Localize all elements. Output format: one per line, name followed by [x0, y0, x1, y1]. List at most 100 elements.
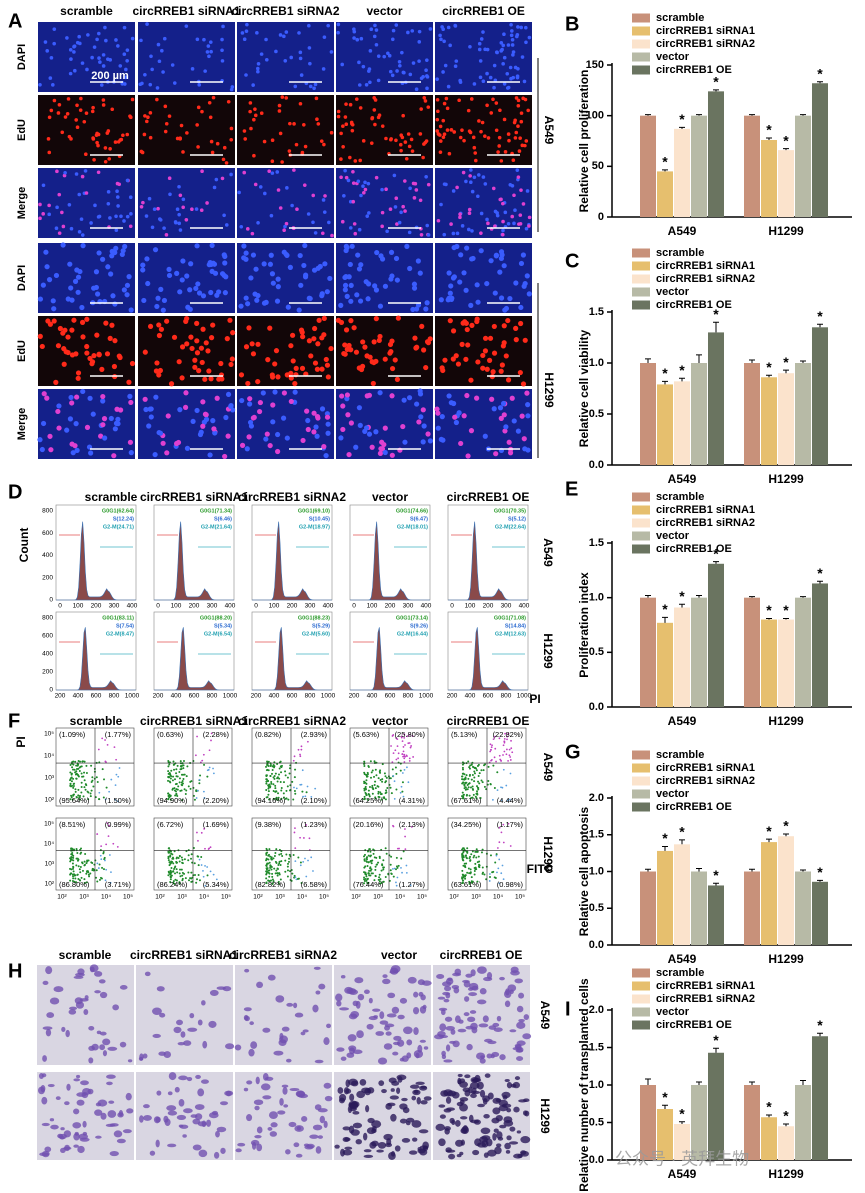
cell — [279, 1097, 284, 1106]
event — [401, 772, 404, 774]
cell — [192, 364, 198, 370]
cell — [392, 1051, 399, 1056]
cell — [115, 189, 119, 194]
cell — [514, 96, 519, 100]
cell — [94, 971, 103, 977]
cell — [357, 83, 362, 87]
event — [84, 788, 87, 791]
cell — [207, 101, 212, 105]
event — [71, 798, 74, 801]
event — [90, 764, 93, 767]
event — [173, 787, 176, 790]
cell — [381, 1089, 387, 1094]
cell — [417, 270, 423, 276]
bar — [761, 377, 777, 465]
cell — [391, 1080, 400, 1086]
cell — [107, 1110, 117, 1118]
cell — [284, 435, 290, 441]
cell — [501, 219, 505, 224]
plot-frame — [55, 611, 137, 691]
event — [507, 822, 510, 825]
cell — [339, 131, 343, 136]
cell — [66, 1083, 71, 1091]
cell — [499, 159, 504, 163]
cell — [481, 30, 485, 34]
cell — [458, 252, 464, 258]
bar — [691, 1085, 707, 1160]
event — [72, 783, 75, 786]
cell — [323, 356, 329, 363]
event — [202, 790, 205, 793]
cell — [55, 1096, 61, 1101]
cell — [513, 337, 519, 343]
cell — [355, 252, 361, 258]
cell — [469, 168, 473, 172]
cell — [96, 132, 101, 137]
legend-label: scramble — [656, 967, 704, 979]
event — [365, 875, 368, 878]
event — [485, 788, 488, 791]
cell — [292, 122, 296, 126]
cell — [493, 224, 497, 228]
cell — [482, 433, 488, 439]
cell — [465, 973, 473, 978]
cell — [251, 1141, 257, 1150]
cell — [220, 59, 225, 63]
cell — [322, 142, 326, 147]
cell — [180, 258, 186, 264]
event — [367, 872, 370, 875]
cell — [313, 966, 321, 970]
cell — [177, 289, 183, 295]
cell — [57, 231, 62, 235]
cell — [102, 1038, 111, 1046]
cell — [315, 1146, 322, 1154]
event — [288, 789, 291, 792]
event — [95, 869, 98, 872]
event — [80, 876, 83, 879]
bar — [708, 885, 724, 945]
event — [179, 875, 182, 878]
cell — [47, 115, 52, 120]
event — [367, 793, 370, 796]
event — [473, 780, 476, 783]
cell — [379, 446, 386, 452]
event — [381, 778, 384, 781]
cell — [504, 1142, 511, 1150]
event — [369, 867, 372, 870]
cell — [183, 1040, 192, 1046]
cell — [469, 322, 475, 328]
cell — [467, 987, 474, 991]
event — [496, 847, 499, 849]
cell — [125, 1092, 132, 1101]
cell — [485, 71, 489, 76]
cell — [363, 1149, 372, 1153]
cell — [156, 206, 160, 211]
cell — [91, 105, 95, 110]
event — [369, 760, 372, 763]
cell — [292, 380, 298, 387]
cell — [471, 1087, 477, 1094]
cell — [48, 447, 54, 453]
cell — [338, 435, 344, 441]
cell — [285, 304, 291, 310]
event — [473, 854, 476, 857]
cell — [475, 299, 481, 305]
cell — [95, 140, 99, 145]
y-axis-title: Relative cell proliferation — [577, 70, 591, 213]
event — [184, 792, 187, 795]
event — [410, 745, 413, 747]
cell — [362, 344, 368, 350]
event — [412, 756, 415, 758]
cell — [515, 428, 521, 434]
y-axis-title: Proliferation index — [577, 572, 591, 678]
cell — [474, 395, 480, 401]
event — [294, 860, 297, 863]
event — [472, 788, 475, 791]
bar — [795, 115, 811, 217]
event — [392, 734, 395, 736]
event — [102, 796, 105, 799]
cell — [128, 307, 134, 313]
cell — [425, 74, 429, 78]
cell — [215, 141, 220, 146]
cell — [494, 128, 499, 133]
